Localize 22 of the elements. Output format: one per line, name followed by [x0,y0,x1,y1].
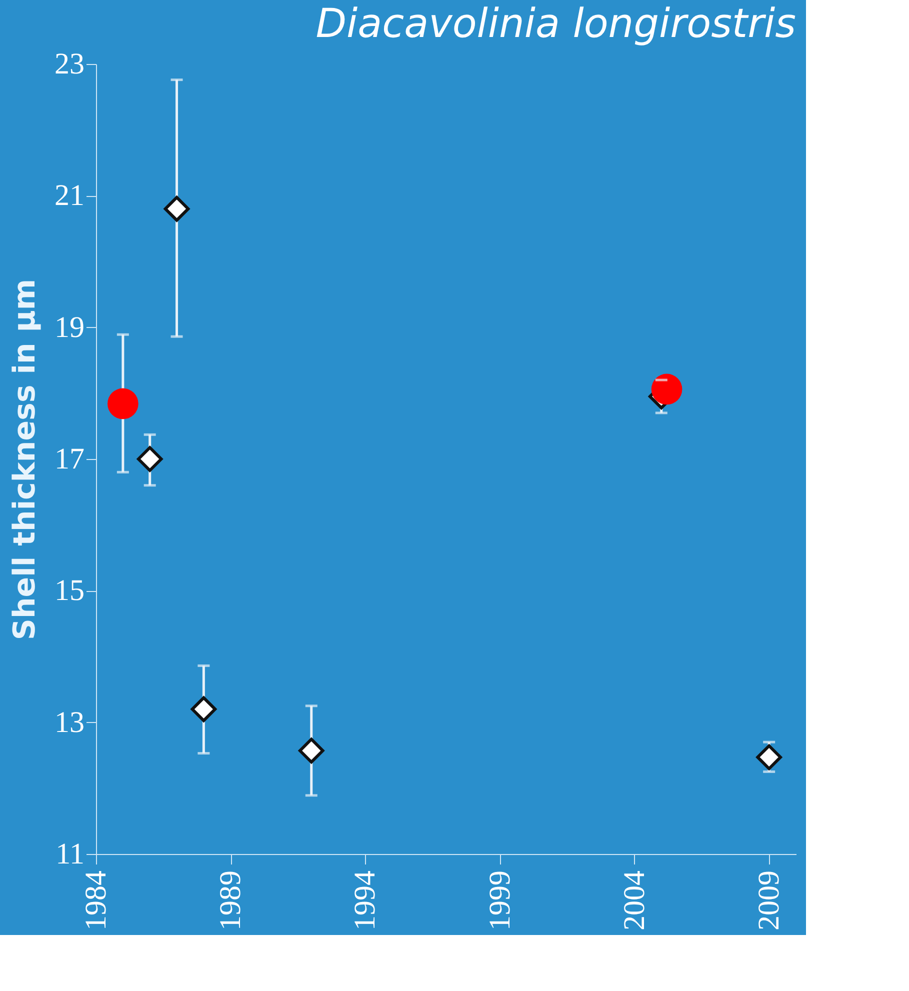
x-tick-label: 1994 [348,870,382,930]
chart-title: Diacavolinia longirostris [316,1,796,47]
x-tick-label: 2004 [618,870,651,930]
y-axis-title: Shell thickness in µm [8,278,42,640]
point [190,696,217,722]
point [108,388,138,420]
point [164,196,190,222]
point [136,446,163,472]
y-tick-label: 21 [54,179,84,212]
x-tick-label: 1989 [214,870,248,930]
x-tick-label: 1984 [80,870,112,930]
y-tick-label: 11 [56,838,84,870]
y-tick-label: 17 [54,442,84,476]
y-tick-label: 15 [54,574,84,608]
point [756,744,782,770]
point [651,374,682,405]
x-tick-label: 1999 [483,870,516,930]
y-tick-label: 13 [54,706,84,739]
y-tick-label: 19 [54,310,84,344]
point [298,738,324,764]
y-tick-label: 23 [54,48,84,80]
x-tick-label: 2009 [752,870,786,930]
